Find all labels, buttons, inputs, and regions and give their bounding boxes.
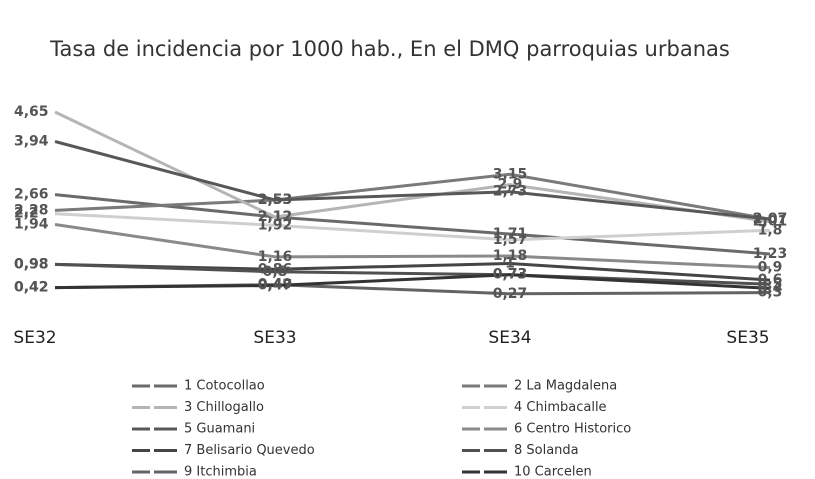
- data-label: 0,4: [758, 280, 783, 296]
- data-label: 0,98: [14, 256, 49, 272]
- x-tick-label: SE34: [488, 328, 531, 348]
- series-line: [54, 262, 771, 286]
- legend-label: 4 Chimbacalle: [514, 400, 607, 415]
- data-label: 0,86: [258, 261, 293, 277]
- legend-label: 2 La Magdalena: [514, 379, 617, 394]
- x-tick-label: SE33: [253, 328, 296, 348]
- data-label: 0,5: [758, 276, 783, 292]
- data-label: 1,23: [753, 246, 788, 262]
- data-label: 2,53: [258, 192, 293, 208]
- data-label: 0,73: [493, 267, 528, 283]
- series-line: [54, 172, 771, 221]
- data-label: 1,16: [258, 249, 293, 265]
- data-label: 2,66: [14, 187, 49, 203]
- data-label: 1,94: [14, 216, 49, 232]
- data-label: 2,12: [258, 209, 293, 225]
- legend-label: 1 Cotocollao: [184, 379, 265, 394]
- series-line: [54, 140, 771, 221]
- data-label: 0,98: [14, 256, 49, 272]
- data-label: 0,47: [258, 277, 293, 293]
- data-label: 2,9: [498, 177, 523, 193]
- data-label: 0,6: [758, 272, 783, 288]
- data-label: 1,8: [758, 222, 783, 238]
- data-label: 2,53: [258, 192, 293, 208]
- legend-label: 9 Itchimbia: [184, 465, 257, 479]
- data-label: 0,27: [493, 286, 528, 302]
- data-label: 2,2: [14, 206, 39, 222]
- legend-label: 10 Carcelen: [514, 465, 592, 479]
- legend-label: 5 Guamani: [184, 422, 255, 437]
- series-line: [54, 212, 771, 242]
- data-label: 2,73: [493, 184, 528, 200]
- data-label: 1: [505, 256, 515, 272]
- data-label: 0,42: [14, 280, 49, 296]
- series-line: [54, 223, 771, 270]
- legend-label: 3 Chillogallo: [184, 400, 264, 415]
- legend-label: 6 Centro Historico: [514, 422, 631, 437]
- data-label: 4,65: [14, 104, 49, 120]
- legend-label: 7 Belisario Quevedo: [184, 443, 315, 458]
- data-label: 2,01: [753, 214, 788, 230]
- data-label: 1,57: [493, 232, 528, 248]
- data-label: 1,92: [258, 217, 293, 233]
- data-label: 0,3: [758, 285, 783, 301]
- series-line: [54, 193, 771, 256]
- series-line: [54, 273, 771, 290]
- data-label: 1,18: [493, 248, 528, 264]
- legend-label: 8 Solanda: [514, 443, 579, 458]
- data-label: 2,07: [753, 211, 788, 227]
- x-tick-label: SE35: [726, 328, 769, 348]
- data-label: 0,73: [493, 267, 528, 283]
- data-label: 1,71: [493, 226, 528, 242]
- data-label: 3,15: [493, 166, 528, 182]
- chart-title: Tasa de incidencia por 1000 hab., En el …: [49, 37, 730, 61]
- series-line: [54, 261, 771, 282]
- data-label: 0,8: [263, 264, 288, 280]
- data-label: 2,28: [14, 202, 49, 218]
- data-label: 0,42: [14, 280, 49, 296]
- x-tick-label: SE32: [13, 328, 56, 348]
- series-line: [54, 110, 771, 224]
- data-label: 0,9: [758, 260, 783, 276]
- data-label: 3,94: [14, 133, 49, 149]
- data-label: 0,49: [258, 277, 293, 293]
- data-label: 2,12: [258, 209, 293, 225]
- data-label: 2,07: [753, 211, 788, 227]
